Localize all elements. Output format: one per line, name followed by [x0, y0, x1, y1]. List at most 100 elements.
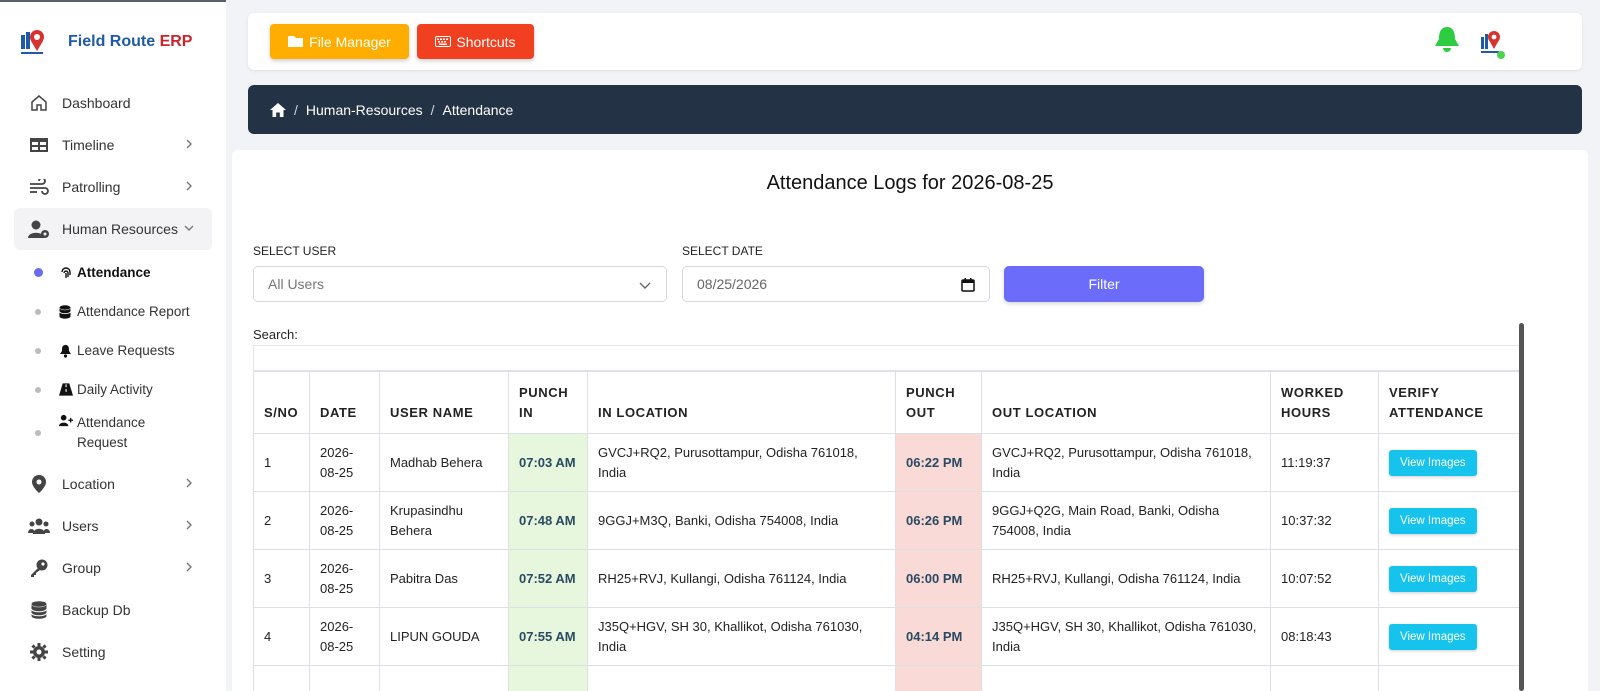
file-manager-button[interactable]: File Manager: [270, 24, 409, 59]
column-header-date[interactable]: DATE: [309, 371, 380, 434]
search-input[interactable]: [253, 345, 1521, 371]
sidebar-item-timeline[interactable]: Timeline: [0, 124, 226, 166]
cell-empty: [981, 665, 1271, 691]
sidebar-item-label: Location: [62, 476, 115, 492]
cell-punch-out: 06:00 PM: [895, 549, 982, 608]
cell-user-name: Madhab Behera: [379, 433, 509, 492]
cell-date: 2026-08-25: [309, 433, 380, 492]
sidebar-item-backup-db[interactable]: Backup Db: [0, 589, 226, 631]
cell-worked-hours: 10:07:52: [1270, 549, 1379, 608]
breadcrumb-separator: /: [430, 101, 435, 118]
sidebar-subitem-attendance-request[interactable]: Attendance Request: [0, 409, 226, 457]
select-date-input[interactable]: 08/25/2026: [682, 266, 990, 302]
table-row: 3 2026-08-25 Pabitra Das 07:52 AM RH25+R…: [253, 549, 1521, 608]
view-images-button[interactable]: View Images: [1389, 565, 1477, 592]
sidebar-subitem-leave-requests[interactable]: Leave Requests: [0, 331, 226, 370]
sidebar-item-label: Group: [62, 560, 101, 576]
view-images-button[interactable]: View Images: [1389, 507, 1477, 534]
sidebar-item-dashboard[interactable]: Dashboard: [0, 82, 226, 124]
brand-name: Field Route ERP: [68, 33, 193, 50]
shortcuts-button[interactable]: Shortcuts: [417, 24, 534, 59]
table-row: 4 2026-08-25 LIPUN GOUDA 07:55 AM J35Q+H…: [253, 607, 1521, 666]
home-icon: [28, 92, 50, 114]
sidebar-item-location[interactable]: Location: [0, 463, 226, 505]
notification-bell-icon[interactable]: [1434, 26, 1460, 57]
cell-punch-in: 07:52 AM: [508, 549, 588, 608]
table-icon: [28, 134, 50, 156]
cell-empty: [1378, 665, 1521, 691]
cell-in-location: 9GGJ+M3Q, Banki, Odisha 754008, India: [587, 491, 896, 550]
chevron-right-icon: [182, 179, 196, 193]
online-status-dot: [1497, 51, 1505, 59]
sidebar-item-patrolling[interactable]: Patrolling: [0, 166, 226, 208]
cell-in-location: RH25+RVJ, Kullangi, Odisha 761124, India: [587, 549, 896, 608]
fingerprint-icon: [59, 266, 73, 280]
topbar: File Manager Shortcuts: [248, 13, 1582, 70]
brand[interactable]: Field Route ERP: [0, 2, 226, 82]
select-user-dropdown[interactable]: All Users: [253, 266, 667, 302]
cell-worked-hours: 11:19:37: [1270, 433, 1379, 492]
user-avatar[interactable]: [1480, 29, 1502, 55]
cell-empty: [253, 665, 310, 691]
cell-worked-hours: 10:37:32: [1270, 491, 1379, 550]
sidebar-subitem-attendance-report[interactable]: Attendance Report: [0, 292, 226, 331]
chevron-right-icon: [182, 518, 196, 532]
shortcuts-label: Shortcuts: [456, 33, 516, 50]
column-header-verify-attendance[interactable]: VERIFY ATTENDANCE: [1378, 371, 1521, 434]
sidebar-subitem-label: Attendance Request: [77, 415, 146, 450]
attendance-card: Attendance Logs for 2026-08-25 SELECT US…: [232, 150, 1588, 691]
sidebar-subitem-daily-activity[interactable]: Daily Activity: [0, 370, 226, 409]
page-scrollbar[interactable]: [1519, 323, 1524, 691]
table-row: [253, 665, 1521, 691]
column-header-punch-out[interactable]: PUNCH OUT: [895, 371, 982, 434]
chevron-right-icon: [182, 476, 196, 490]
column-header-punch-in[interactable]: PUNCH IN: [508, 371, 588, 434]
cell-user-name: Pabitra Das: [379, 549, 509, 608]
database-icon: [28, 599, 50, 621]
keyboard-icon: [435, 36, 452, 47]
cell-verify: View Images: [1378, 549, 1521, 608]
sidebar-item-group[interactable]: Group: [0, 547, 226, 589]
bullet-dot: [35, 308, 41, 315]
cell-empty: [1270, 665, 1379, 691]
cell-in-location: GVCJ+RQ2, Purusottampur, Odisha 761018, …: [587, 433, 896, 492]
column-header-sno[interactable]: S/NO: [253, 371, 310, 434]
view-images-button[interactable]: View Images: [1389, 623, 1477, 650]
users-icon: [28, 515, 50, 537]
table-row: 2 2026-08-25 Krupasindhu Behera 07:48 AM…: [253, 491, 1521, 550]
sidebar-item-setting[interactable]: Setting: [0, 631, 226, 673]
breadcrumb-current: Attendance: [442, 101, 514, 118]
chevron-right-icon: [182, 560, 196, 574]
cell-worked-hours: 08:18:43: [1270, 607, 1379, 666]
cell-sno: 1: [253, 433, 310, 492]
select-user-value: All Users: [268, 276, 325, 292]
sidebar-item-label: Users: [62, 518, 99, 534]
cell-out-location: GVCJ+RQ2, Purusottampur, Odisha 761018, …: [981, 433, 1271, 492]
cell-out-location: 9GGJ+Q2G, Main Road, Banki, Odisha 75400…: [981, 491, 1271, 550]
cell-user-name: LIPUN GOUDA: [379, 607, 509, 666]
bell-icon: [59, 344, 73, 358]
breadcrumb: / Human-Resources / Attendance: [248, 85, 1582, 134]
view-images-button[interactable]: View Images: [1389, 449, 1477, 476]
column-header-out-location[interactable]: OUT LOCATION: [981, 371, 1271, 434]
bullet-dot: [35, 347, 41, 354]
sidebar-item-human-resources[interactable]: Human Resources: [14, 208, 212, 250]
sidebar-item-users[interactable]: Users: [0, 505, 226, 547]
cell-out-location: RH25+RVJ, Kullangi, Odisha 761124, India: [981, 549, 1271, 608]
home-icon[interactable]: [270, 102, 286, 117]
cell-punch-in: 07:03 AM: [508, 433, 588, 492]
cell-empty: [508, 665, 588, 691]
sidebar-subitem-attendance[interactable]: Attendance: [0, 253, 226, 292]
bullet-dot: [35, 386, 41, 393]
breadcrumb-section[interactable]: Human-Resources: [305, 101, 423, 118]
file-manager-label: File Manager: [309, 33, 391, 50]
cell-verify: View Images: [1378, 607, 1521, 666]
filter-button[interactable]: Filter: [1004, 266, 1204, 302]
column-header-user-name[interactable]: USER NAME: [379, 371, 509, 434]
cell-punch-out: 06:22 PM: [895, 433, 982, 492]
breadcrumb-separator: /: [294, 101, 298, 118]
chevron-down-icon: [638, 278, 652, 295]
column-header-in-location[interactable]: IN LOCATION: [587, 371, 896, 434]
column-header-worked-hours[interactable]: WORKED HOURS: [1270, 371, 1379, 434]
calendar-icon[interactable]: [961, 278, 975, 295]
